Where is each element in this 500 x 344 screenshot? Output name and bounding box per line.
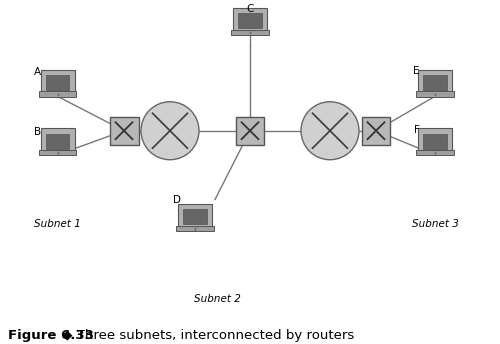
FancyBboxPatch shape xyxy=(40,128,74,153)
Text: D: D xyxy=(174,194,182,205)
Text: F: F xyxy=(414,125,420,135)
FancyBboxPatch shape xyxy=(176,226,214,231)
Text: Subnet 1: Subnet 1 xyxy=(34,218,81,229)
FancyBboxPatch shape xyxy=(418,70,452,95)
FancyBboxPatch shape xyxy=(110,117,138,145)
FancyBboxPatch shape xyxy=(238,13,262,28)
FancyBboxPatch shape xyxy=(38,150,76,155)
Text: A: A xyxy=(34,67,41,77)
FancyBboxPatch shape xyxy=(231,30,269,35)
FancyBboxPatch shape xyxy=(46,75,69,90)
FancyBboxPatch shape xyxy=(362,117,390,145)
FancyBboxPatch shape xyxy=(424,75,446,90)
FancyBboxPatch shape xyxy=(178,204,212,229)
FancyBboxPatch shape xyxy=(416,150,454,155)
Text: Subnet 2: Subnet 2 xyxy=(194,294,241,304)
Text: Subnet 3: Subnet 3 xyxy=(412,218,459,229)
Text: ◆ Three subnets, interconnected by routers: ◆ Three subnets, interconnected by route… xyxy=(58,329,354,342)
FancyBboxPatch shape xyxy=(40,70,74,95)
FancyBboxPatch shape xyxy=(38,92,76,97)
Text: B: B xyxy=(34,127,41,138)
FancyBboxPatch shape xyxy=(416,92,454,97)
Text: E: E xyxy=(413,65,420,76)
Text: C: C xyxy=(246,3,254,14)
Ellipse shape xyxy=(141,102,199,160)
FancyBboxPatch shape xyxy=(418,128,452,153)
FancyBboxPatch shape xyxy=(236,117,264,145)
Text: Figure 6.33: Figure 6.33 xyxy=(8,329,94,342)
Ellipse shape xyxy=(301,102,359,160)
FancyBboxPatch shape xyxy=(184,209,206,224)
FancyBboxPatch shape xyxy=(233,8,267,33)
FancyBboxPatch shape xyxy=(424,133,446,149)
FancyBboxPatch shape xyxy=(46,133,69,149)
